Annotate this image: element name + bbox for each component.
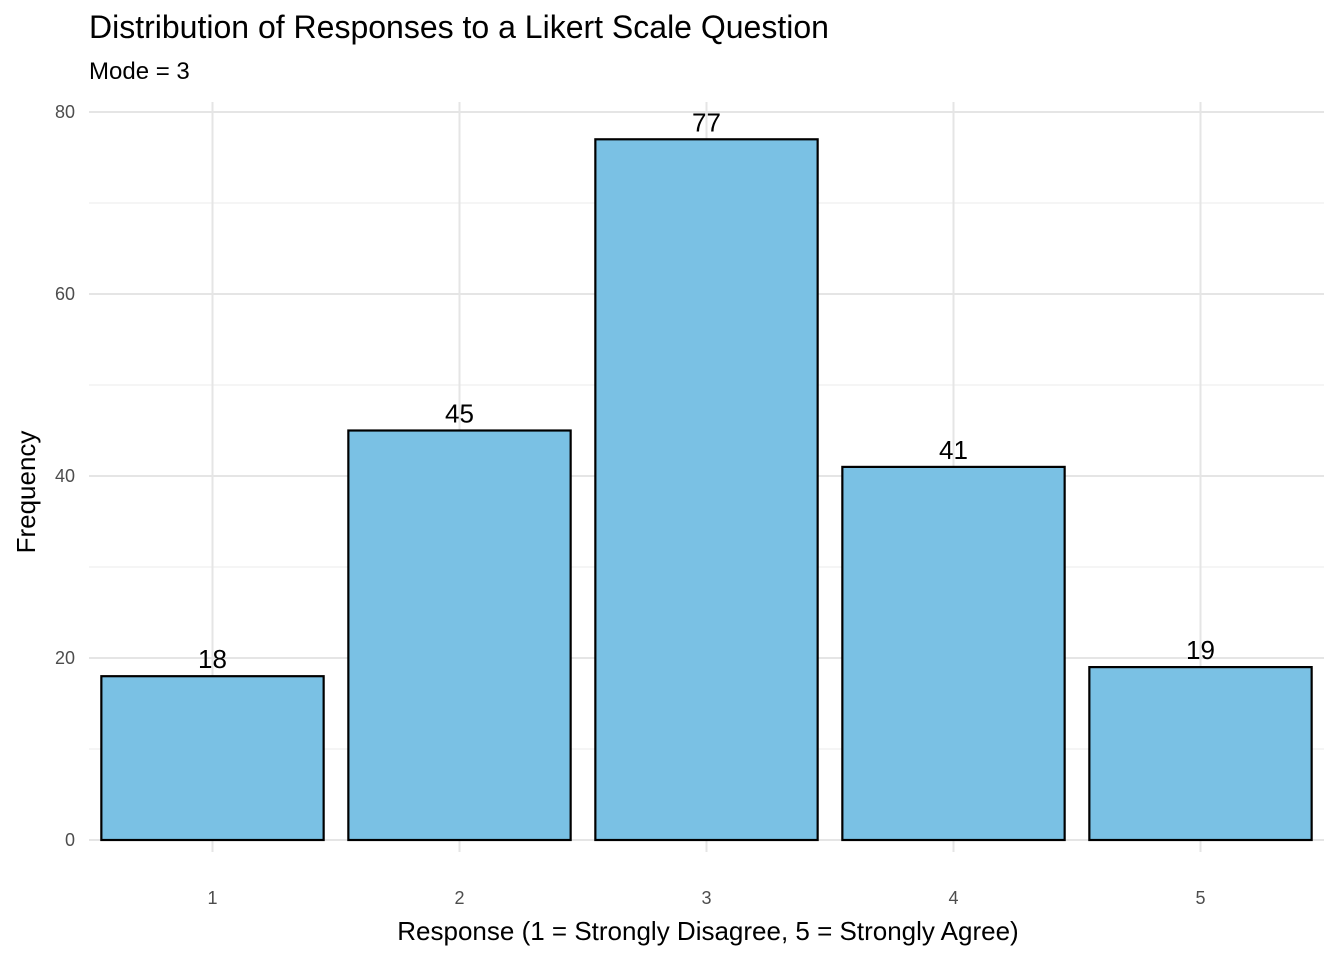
y-tick-label: 60: [55, 284, 75, 304]
bar-response-2: [347, 429, 572, 842]
bar-response-1: [100, 675, 325, 842]
x-tick-label: 4: [948, 888, 958, 908]
data-label: 41: [939, 435, 968, 465]
data-label: 19: [1186, 635, 1215, 665]
y-tick-label: 80: [55, 102, 75, 122]
x-axis-ticks: 1 2 3 4 5: [207, 888, 1205, 908]
x-tick-label: 3: [701, 888, 711, 908]
x-axis-title: Response (1 = Strongly Disagree, 5 = Str…: [397, 916, 1018, 946]
chart-title: Distribution of Responses to a Likert Sc…: [89, 9, 829, 45]
y-tick-label: 0: [65, 830, 75, 850]
data-label: 18: [198, 644, 227, 674]
y-axis-title: Frequency: [11, 431, 41, 554]
y-tick-label: 20: [55, 648, 75, 668]
chart-subtitle: Mode = 3: [89, 58, 190, 85]
data-label: 77: [692, 107, 721, 137]
y-tick-label: 40: [55, 466, 75, 486]
bar-response-5: [1088, 665, 1313, 842]
bars: [100, 138, 1313, 842]
x-tick-label: 1: [207, 888, 217, 908]
x-tick-label: 2: [454, 888, 464, 908]
x-tick-label: 5: [1195, 888, 1205, 908]
y-axis-ticks: 0 20 40 60 80: [55, 102, 75, 850]
data-label: 45: [445, 399, 474, 429]
bar-response-4: [841, 465, 1066, 842]
bar-response-3: [594, 138, 819, 842]
data-labels: 18 45 77 41 19: [198, 107, 1215, 674]
